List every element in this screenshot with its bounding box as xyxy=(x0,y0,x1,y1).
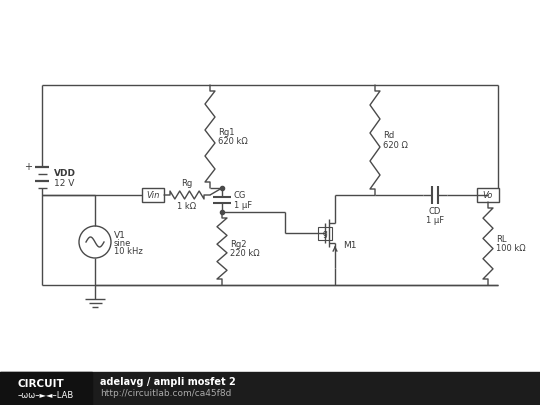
Text: 620 Ω: 620 Ω xyxy=(383,141,408,149)
Text: CD: CD xyxy=(429,207,441,216)
Text: 1 kΩ: 1 kΩ xyxy=(178,202,197,211)
Text: Vo: Vo xyxy=(483,190,493,200)
Text: adelavg / ampli mosfet 2: adelavg / ampli mosfet 2 xyxy=(100,377,236,387)
Text: 1 µF: 1 µF xyxy=(234,200,252,209)
Text: http://circuitlab.com/ca45f8d: http://circuitlab.com/ca45f8d xyxy=(100,390,231,399)
Text: Rg1: Rg1 xyxy=(218,128,234,137)
Text: 100 kΩ: 100 kΩ xyxy=(496,244,525,253)
Text: +: + xyxy=(24,162,32,172)
Text: 220 kΩ: 220 kΩ xyxy=(230,249,260,258)
Text: Rg2: Rg2 xyxy=(230,240,246,249)
Text: sine: sine xyxy=(114,239,131,249)
Text: Rd: Rd xyxy=(383,132,394,141)
Text: Vin: Vin xyxy=(146,190,160,200)
Text: CG: CG xyxy=(234,192,246,200)
Bar xyxy=(0,372,540,405)
Text: CIRCUIT: CIRCUIT xyxy=(18,379,65,389)
Text: g: g xyxy=(322,228,327,237)
Text: –ωω–►◄–LAB: –ωω–►◄–LAB xyxy=(18,392,75,401)
Text: 12 V: 12 V xyxy=(54,179,75,188)
Text: 1 µF: 1 µF xyxy=(426,216,444,225)
Text: VDD: VDD xyxy=(54,170,76,179)
FancyBboxPatch shape xyxy=(318,226,332,239)
FancyBboxPatch shape xyxy=(142,188,164,202)
Text: RL: RL xyxy=(496,235,507,244)
FancyBboxPatch shape xyxy=(477,188,499,202)
Text: Rg: Rg xyxy=(181,179,193,188)
Text: 10 kHz: 10 kHz xyxy=(114,247,143,256)
Bar xyxy=(0,372,92,405)
Text: V1: V1 xyxy=(114,230,126,239)
Text: 620 kΩ: 620 kΩ xyxy=(218,137,248,146)
Text: M1: M1 xyxy=(343,241,356,249)
